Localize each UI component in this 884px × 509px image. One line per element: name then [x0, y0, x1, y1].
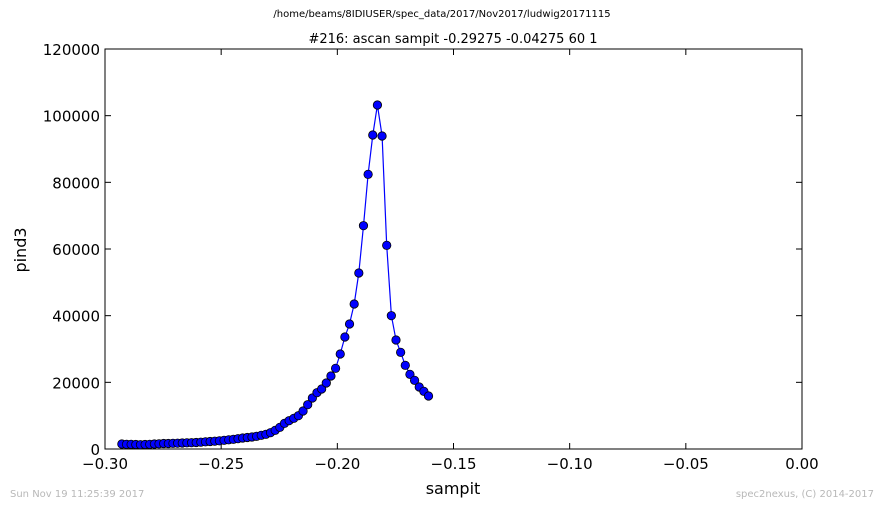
chart-title: #216: ascan sampit -0.29275 -0.04275 60 …: [308, 32, 597, 47]
y-tick-label: 80000: [52, 174, 100, 192]
data-point: [330, 363, 341, 373]
file-path-header: /home/beams/8IDIUSER/spec_data/2017/Nov2…: [273, 9, 611, 20]
axes-frame: [104, 48, 803, 450]
data-point: [368, 130, 378, 140]
plot-area: −0.30 −0.25 −0.20 −0.15 −0.10 −0.05 0.00 0 20000…: [43, 41, 819, 473]
data-point: [335, 349, 345, 359]
y-tick-label: 40000: [52, 308, 100, 326]
y-tick-label: 20000: [52, 374, 100, 392]
data-point: [405, 369, 415, 379]
x-tick-label: −0.30: [82, 455, 128, 473]
x-tick-label: −0.20: [314, 455, 360, 473]
x-axis-label: sampit: [426, 479, 481, 498]
data-point: [382, 240, 392, 250]
data-point: [344, 319, 355, 329]
data-point: [317, 384, 327, 394]
data-point: [321, 378, 331, 388]
y-axis-label: pind3: [11, 227, 30, 272]
data-point: [349, 299, 359, 309]
data-point: [423, 391, 434, 401]
data-point: [303, 400, 313, 410]
x-tick-label: −0.25: [198, 455, 244, 473]
data-point: [298, 406, 308, 416]
y-tick-label: 100000: [43, 108, 100, 126]
data-point: [400, 360, 410, 370]
data-point: [391, 335, 401, 345]
data-point: [326, 371, 336, 381]
data-point: [363, 169, 373, 179]
data-point: [358, 221, 369, 231]
data-point: [354, 268, 364, 278]
series-line: [121, 104, 429, 446]
x-tick-label: −0.10: [547, 455, 593, 473]
data-point: [386, 311, 396, 321]
data-point: [396, 347, 406, 357]
y-tick-label: 60000: [52, 241, 100, 259]
data-point: [377, 131, 387, 141]
footer-credit: spec2nexus, (C) 2014-2017: [735, 489, 874, 500]
y-tick-label: 0: [90, 441, 100, 459]
x-tick-label: −0.15: [431, 455, 477, 473]
y-tick-label: 120000: [43, 41, 100, 59]
data-point: [372, 100, 383, 110]
x-tick-label: 0.00: [785, 455, 818, 473]
data-point: [340, 332, 350, 342]
data-point: [409, 375, 420, 385]
x-tick-label: −0.05: [663, 455, 709, 473]
footer-timestamp: Sun Nov 19 11:25:39 2017: [10, 489, 145, 500]
